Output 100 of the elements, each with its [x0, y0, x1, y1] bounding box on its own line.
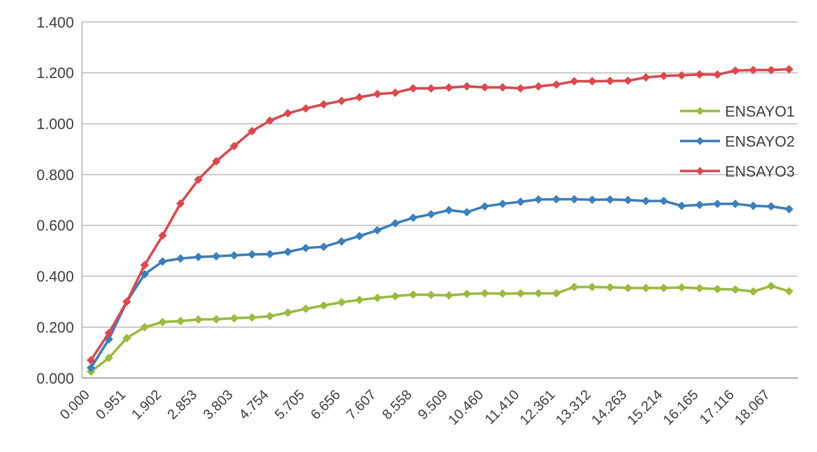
point — [302, 104, 310, 113]
y-tick-label: 0.800 — [36, 166, 74, 184]
point — [355, 232, 364, 240]
point — [498, 200, 507, 208]
point — [337, 237, 346, 246]
point — [212, 157, 220, 166]
point — [731, 200, 740, 208]
y-tick-label: 0.000 — [36, 370, 74, 388]
point — [158, 257, 167, 266]
point — [104, 328, 114, 338]
point — [731, 285, 740, 294]
legend-label: ENSAYO3 — [725, 163, 795, 180]
legend-label: ENSAYO1 — [725, 103, 795, 120]
point — [194, 175, 203, 184]
point — [319, 301, 328, 310]
point — [230, 142, 238, 150]
point — [266, 116, 274, 125]
point — [677, 202, 686, 210]
point — [660, 284, 668, 292]
point — [444, 291, 454, 300]
point — [230, 314, 238, 322]
point — [749, 66, 758, 74]
point — [212, 252, 220, 260]
point — [104, 354, 114, 362]
point — [302, 244, 310, 252]
point — [516, 289, 525, 298]
point — [552, 80, 561, 89]
point — [624, 76, 632, 85]
point — [355, 296, 364, 304]
point — [391, 219, 400, 228]
point — [749, 202, 758, 210]
point — [319, 242, 328, 252]
point — [391, 88, 400, 97]
point — [660, 196, 668, 206]
point — [516, 198, 525, 206]
point — [766, 282, 776, 290]
point — [248, 250, 256, 259]
point — [373, 90, 382, 98]
point — [319, 100, 328, 109]
point — [158, 318, 167, 326]
point — [570, 194, 578, 204]
point — [695, 200, 704, 210]
point — [784, 65, 794, 74]
point — [426, 210, 436, 218]
point — [713, 200, 722, 208]
point — [391, 292, 400, 300]
y-tick-label: 1.200 — [36, 65, 74, 82]
point — [660, 72, 668, 80]
point — [534, 289, 543, 298]
point — [588, 195, 596, 204]
point — [176, 316, 185, 326]
point — [337, 298, 346, 306]
point — [86, 356, 96, 364]
point — [140, 270, 149, 278]
point — [248, 126, 256, 136]
point — [480, 202, 489, 211]
point — [86, 364, 96, 372]
point — [642, 73, 650, 82]
point — [140, 260, 149, 270]
point — [373, 294, 382, 302]
point — [302, 304, 310, 314]
point — [176, 254, 185, 263]
y-tick-label: 1.000 — [36, 116, 74, 133]
y-tick-label: 1.400 — [36, 14, 74, 32]
y-tick-label: 0.600 — [36, 218, 74, 235]
point — [534, 82, 543, 91]
point — [784, 204, 794, 214]
y-tick-label: 0.200 — [36, 319, 74, 336]
point — [158, 231, 167, 240]
y-tick-label: 0.400 — [36, 268, 74, 286]
point — [284, 308, 292, 317]
point — [408, 290, 418, 299]
point — [462, 208, 472, 216]
point — [695, 284, 704, 292]
point — [212, 315, 220, 324]
point — [266, 312, 274, 320]
point — [516, 84, 525, 93]
point — [337, 96, 346, 106]
point — [570, 282, 578, 292]
point — [176, 199, 185, 208]
point — [713, 70, 722, 79]
point — [355, 93, 364, 102]
point — [426, 290, 436, 300]
point — [695, 70, 704, 79]
point — [266, 250, 274, 258]
point — [444, 206, 454, 214]
legend-label: ENSAYO2 — [725, 133, 795, 150]
point — [284, 109, 292, 118]
point — [749, 287, 758, 296]
point — [552, 289, 561, 298]
point — [784, 287, 794, 296]
point — [284, 248, 292, 256]
point — [606, 282, 614, 292]
point — [480, 83, 489, 92]
point — [140, 322, 149, 332]
point — [480, 289, 489, 298]
point — [122, 334, 131, 342]
point — [408, 84, 418, 93]
point — [408, 214, 418, 222]
point — [373, 226, 382, 235]
